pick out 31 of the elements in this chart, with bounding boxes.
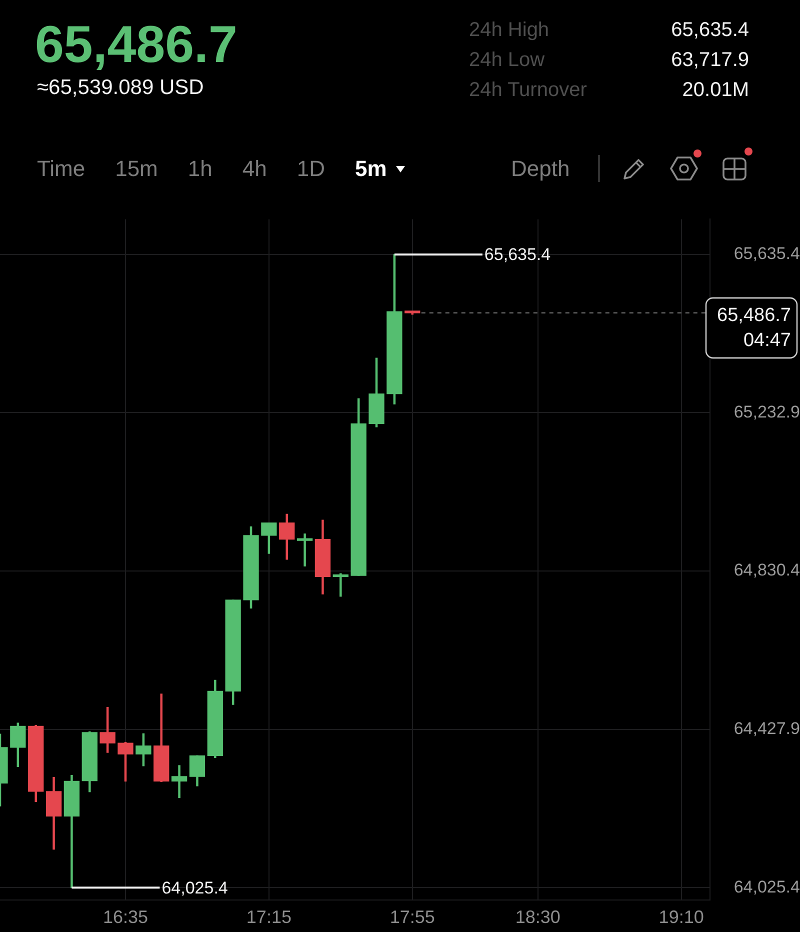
x-tick-label: 16:35: [102, 906, 148, 927]
x-tick-label: 19:10: [658, 906, 704, 927]
text: 15m: [115, 155, 158, 183]
text: Time: [37, 155, 86, 183]
candlestick: [171, 765, 188, 798]
ref-line-label: 65,486.7 04:47: [717, 305, 791, 352]
x-tick-label: 17:15: [246, 906, 292, 927]
text: 63,717.9: [671, 48, 749, 73]
text: 20.01M: [682, 78, 749, 103]
candlestick: [296, 534, 313, 566]
x-tick-label: 18:30: [515, 906, 560, 927]
text: 24h High: [469, 18, 550, 43]
text: 65,635.4: [671, 18, 749, 43]
text: 24h Low: [469, 48, 545, 73]
chart-title: 65,486.7: [35, 15, 238, 75]
text: 5m: [354, 155, 387, 183]
y-tick-label: 65,232.9: [734, 402, 800, 422]
annotation: 65,635.4: [484, 245, 551, 264]
y-tick-label: 65,635.4: [734, 244, 800, 264]
text: 24h Turnover: [469, 78, 587, 103]
x-tick-label: 17:55: [390, 906, 435, 927]
text: 1h: [188, 155, 212, 183]
text: 4h: [242, 155, 267, 183]
y-tick-label: 64,025.4: [734, 877, 800, 896]
candlestick: [332, 573, 348, 597]
y-tick-label: 64,427.9: [734, 719, 800, 738]
annotation: 64,025.4: [162, 878, 228, 898]
chart-subtitle: ≈65,539.089 USD: [37, 76, 204, 100]
y-tick-label: 64,830.4: [734, 560, 800, 580]
text: 1D: [296, 155, 325, 183]
text: Depth: [511, 155, 570, 183]
